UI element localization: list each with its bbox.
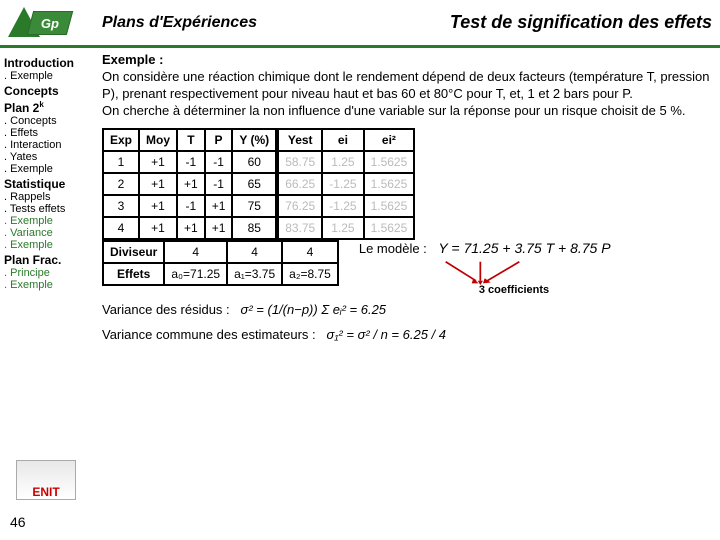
table-cell: +1	[177, 173, 205, 195]
effects-cell: 4	[282, 241, 338, 263]
effects-cell: a₁=3.75	[227, 263, 282, 285]
sidebar-item[interactable]: Exemple	[4, 163, 94, 175]
table-cell: -1.25	[322, 195, 363, 217]
effects-table: Diviseur444Effetsa₀=71.25a₁=3.75a₂=8.75	[102, 240, 339, 286]
gp-logo: Gp	[8, 5, 78, 41]
sidebar-item[interactable]: Rappels	[4, 191, 94, 203]
col-header: Yest	[277, 129, 322, 151]
table-cell: +1	[205, 195, 233, 217]
factorial-table: ExpMoyTPY (%)Yesteiei²1+1-1-16058.751.25…	[102, 128, 415, 240]
intro-heading: Exemple :	[102, 52, 163, 67]
sidebar-item[interactable]: Tests effets	[4, 203, 94, 215]
sidebar-item[interactable]: Exemple	[4, 215, 94, 227]
model-label: Le modèle :	[359, 241, 427, 256]
sidebar-item[interactable]: Interaction	[4, 139, 94, 151]
breadcrumb: Plans d'Expériences	[102, 14, 257, 32]
table-cell: 83.75	[277, 217, 322, 239]
table-cell: 3	[103, 195, 139, 217]
intro-p1: On considère une réaction chimique dont …	[102, 69, 710, 103]
effects-cell: Effets	[103, 263, 164, 285]
variance-estim-eq: σ₁² = σ² / n = 6.25 / 4	[326, 327, 446, 342]
table-cell: -1.25	[322, 173, 363, 195]
main-table-zone: ExpMoyTPY (%)Yesteiei²1+1-1-16058.751.25…	[102, 128, 710, 240]
table-cell: 76.25	[277, 195, 322, 217]
sidebar-item[interactable]: Exemple	[4, 70, 94, 82]
table-cell: 1.5625	[364, 217, 415, 239]
table-cell: 4	[103, 217, 139, 239]
col-header: ei	[322, 129, 363, 151]
table-cell: 65	[232, 173, 277, 195]
sidebar-item[interactable]: Statistique	[4, 177, 94, 191]
intro-block: Exemple : On considère une réaction chim…	[102, 52, 710, 120]
variance-residus-eq: σ² = (1/(n−p)) Σ eᵢ² = 6.25	[241, 302, 387, 317]
sidebar-item[interactable]: Plan 2k	[4, 100, 94, 115]
col-header: T	[177, 129, 205, 151]
sidebar-item[interactable]: Principe	[4, 267, 94, 279]
effects-cell: 4	[227, 241, 282, 263]
col-header: Moy	[139, 129, 177, 151]
sidebar-item[interactable]: Concepts	[4, 84, 94, 98]
sidebar-item[interactable]: Concepts	[4, 115, 94, 127]
variance-block: Variance des résidus : σ² = (1/(n−p)) Σ …	[102, 302, 710, 342]
enit-text: ENIT	[32, 485, 59, 499]
model-equation: Y = 71.25 + 3.75 T + 8.75 P	[438, 240, 610, 256]
table-cell: -1	[177, 151, 205, 173]
effects-cell: Diviseur	[103, 241, 164, 263]
coeff-count-label: 3 coefficients	[479, 284, 549, 296]
table-cell: +1	[139, 195, 177, 217]
table-cell: -1	[177, 195, 205, 217]
sidebar-item[interactable]: Yates	[4, 151, 94, 163]
table-cell: 1.5625	[364, 195, 415, 217]
sidebar-item[interactable]: Plan Frac.	[4, 253, 94, 267]
table-cell: 58.75	[277, 151, 322, 173]
table-cell: 60	[232, 151, 277, 173]
col-header: ei²	[364, 129, 415, 151]
table-cell: 2	[103, 173, 139, 195]
table-cell: 66.25	[277, 173, 322, 195]
sidebar-item[interactable]: Introduction	[4, 56, 94, 70]
table-cell: +1	[139, 151, 177, 173]
col-header: Y (%)	[232, 129, 277, 151]
col-header: Exp	[103, 129, 139, 151]
table-cell: 1.5625	[364, 151, 415, 173]
table-cell: +1	[139, 217, 177, 239]
table-cell: +1	[177, 217, 205, 239]
logo-text: Gp	[41, 15, 59, 30]
page-number: 46	[10, 514, 26, 530]
table-cell: +1	[205, 217, 233, 239]
page-title: Test de signification des effets	[450, 12, 712, 33]
variance-estim-label: Variance commune des estimateurs :	[102, 327, 316, 342]
arrows-icon	[429, 260, 549, 286]
effects-cell: a₀=71.25	[164, 263, 227, 285]
table-cell: 85	[232, 217, 277, 239]
sidebar-item[interactable]: Exemple	[4, 239, 94, 251]
sidebar-item[interactable]: Variance	[4, 227, 94, 239]
table-cell: -1	[205, 151, 233, 173]
intro-p2: On cherche à déterminer la non influence…	[102, 103, 710, 120]
variance-residus-label: Variance des résidus :	[102, 302, 230, 317]
sidebar-item[interactable]: Exemple	[4, 279, 94, 291]
table-cell: -1	[205, 173, 233, 195]
table-cell: +1	[139, 173, 177, 195]
table-cell: 75	[232, 195, 277, 217]
table-cell: 1.25	[322, 217, 363, 239]
model-area: Le modèle : Y = 71.25 + 3.75 T + 8.75 P …	[359, 240, 611, 256]
header-bar: Gp Plans d'Expériences Test de significa…	[0, 0, 720, 48]
main-content: Exemple : On considère une réaction chim…	[98, 48, 720, 540]
effects-cell: a₂=8.75	[282, 263, 338, 285]
logo-rhombus: Gp	[27, 11, 73, 35]
enit-logo: ENIT	[16, 460, 76, 500]
col-header: P	[205, 129, 233, 151]
table-cell: 1	[103, 151, 139, 173]
table-cell: 1.25	[322, 151, 363, 173]
table-cell: 1.5625	[364, 173, 415, 195]
effects-cell: 4	[164, 241, 227, 263]
sidebar-item[interactable]: Effets	[4, 127, 94, 139]
